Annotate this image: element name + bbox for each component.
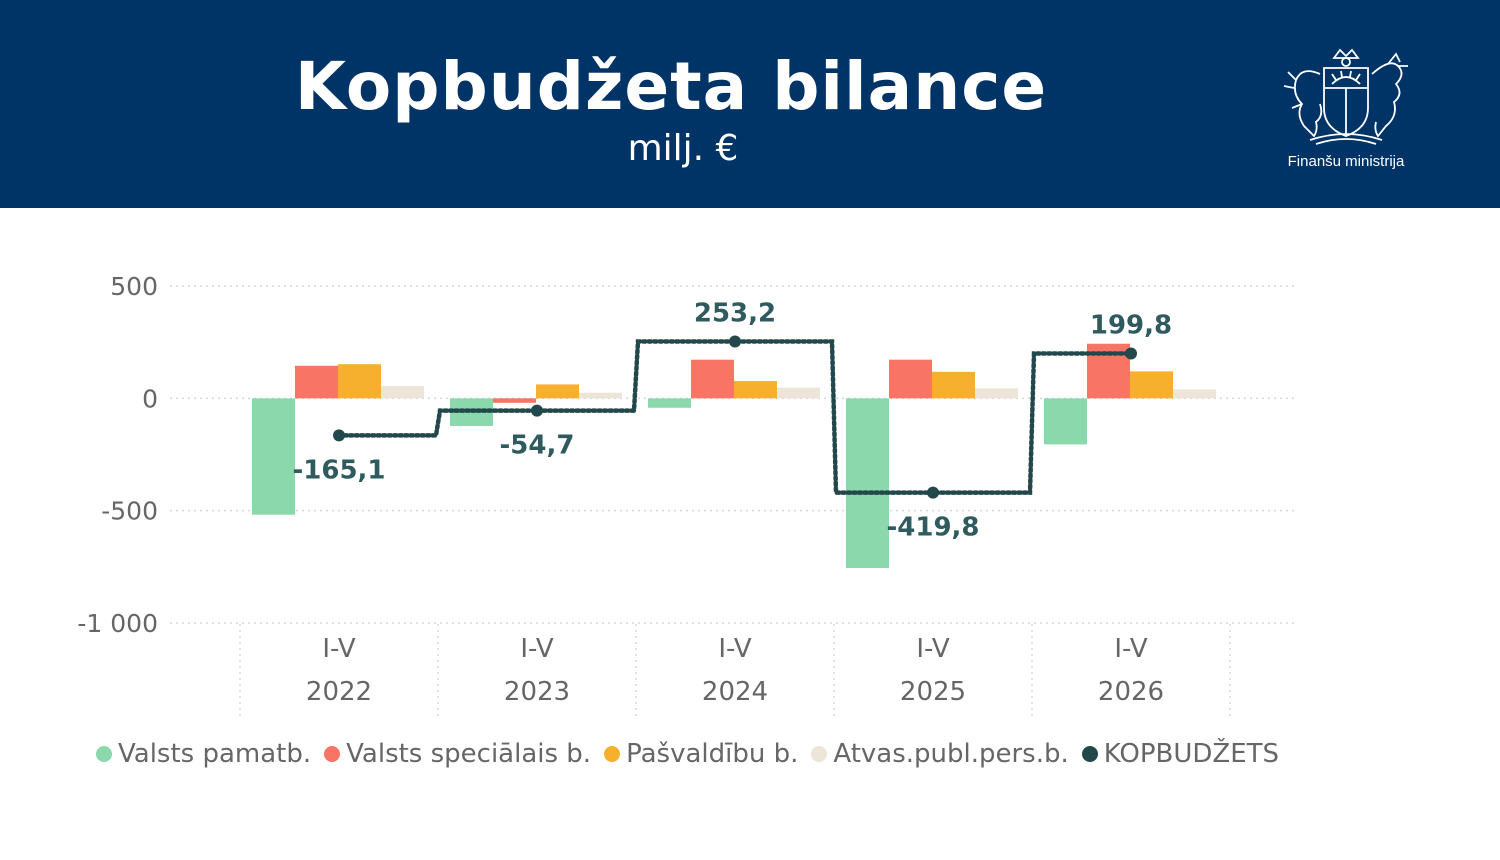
- page-title: Kopbudžeta bilance: [294, 48, 1048, 125]
- bar: [338, 364, 381, 399]
- legend: Valsts pamatb. Valsts speciālais b. Pašval…: [96, 736, 1292, 772]
- y-tick-label: -500: [101, 497, 158, 526]
- legend-item: Pašvaldību b.: [604, 739, 798, 769]
- kopbudzets-point: [333, 429, 345, 442]
- legend-label: KOPBUDŽETS: [1103, 739, 1280, 769]
- x-tick-label: 2025: [900, 677, 966, 707]
- bar: [381, 385, 424, 399]
- data-label: 199,8: [1090, 310, 1172, 340]
- y-axis: 500 0 -500 -1 000: [77, 272, 158, 638]
- page-subtitle: milj. €: [627, 128, 739, 169]
- org-name: Finanšu ministrija: [1287, 153, 1405, 170]
- bar: [777, 387, 820, 399]
- bar: [1173, 389, 1216, 399]
- header-banner: Kopbudžeta bilance milj. € Finanšu minis…: [0, 0, 1500, 208]
- x-tick-label: I-V: [1114, 634, 1148, 664]
- bar: [1044, 398, 1087, 445]
- kopbudzets-point: [729, 335, 741, 348]
- bar: [1130, 371, 1173, 399]
- bar: [295, 365, 338, 399]
- data-labels: -165,1 -54,7 253,2 -419,8 199,8: [292, 298, 1172, 542]
- legend-swatch: [811, 746, 828, 762]
- x-tick-label: I-V: [520, 634, 554, 664]
- x-tick-label: 2024: [702, 677, 768, 707]
- legend-item: KOPBUDŽETS: [1081, 739, 1280, 769]
- legend-label: Pašvaldību b.: [626, 739, 799, 769]
- bars: [252, 343, 1216, 568]
- legend-label: Valsts pamatb.: [118, 739, 312, 769]
- x-tick-label: I-V: [916, 634, 950, 664]
- bar: [536, 384, 579, 399]
- data-label: -54,7: [500, 431, 575, 461]
- legend-item: Atvas.publ.pers.b.: [811, 739, 1069, 769]
- bar: [889, 359, 932, 399]
- x-tick-label: 2023: [504, 677, 570, 707]
- chart-plot-area: 500 0 -500 -1 000 -165,1 -54,7 253,2 -419,8 199…: [77, 272, 1298, 716]
- bar: [975, 388, 1018, 399]
- legend-swatch: [324, 746, 341, 762]
- legend-item: Valsts speciālais b.: [324, 739, 591, 769]
- kopbudzets-point: [927, 486, 939, 499]
- x-axis: I-V 2022 I-V 2023 I-V 2024 I-V 2025 I-V 2026: [306, 634, 1164, 707]
- bar: [493, 398, 536, 403]
- legend-label: Valsts speciālais b.: [346, 739, 592, 769]
- coat-of-arms-icon: [1283, 48, 1408, 145]
- legend-swatch: [604, 746, 621, 762]
- legend-label: Atvas.publ.pers.b.: [833, 739, 1069, 769]
- x-tick-label: 2026: [1098, 677, 1164, 707]
- legend-item: Valsts pamatb.: [96, 739, 311, 769]
- legend-swatch: [1081, 746, 1098, 762]
- data-label: -419,8: [886, 513, 979, 543]
- bar: [252, 398, 295, 515]
- bar: [579, 392, 622, 399]
- bar: [648, 398, 691, 408]
- bar: [734, 381, 777, 399]
- bar: [932, 371, 975, 399]
- y-tick-label: 500: [110, 272, 158, 301]
- legend-swatch: [96, 746, 112, 762]
- kopbudzets-point: [1125, 347, 1137, 360]
- bar: [846, 398, 889, 568]
- data-label: 253,2: [694, 298, 776, 328]
- x-tick-label: 2022: [306, 677, 372, 707]
- y-tick-label: -1 000: [77, 609, 158, 638]
- y-tick-label: 0: [142, 384, 158, 413]
- x-tick-label: I-V: [718, 634, 752, 664]
- data-label: -165,1: [292, 455, 385, 485]
- x-tick-label: I-V: [322, 634, 356, 664]
- kopbudzets-line: [333, 335, 1137, 499]
- bar: [691, 359, 734, 399]
- kopbudzets-point: [531, 404, 543, 417]
